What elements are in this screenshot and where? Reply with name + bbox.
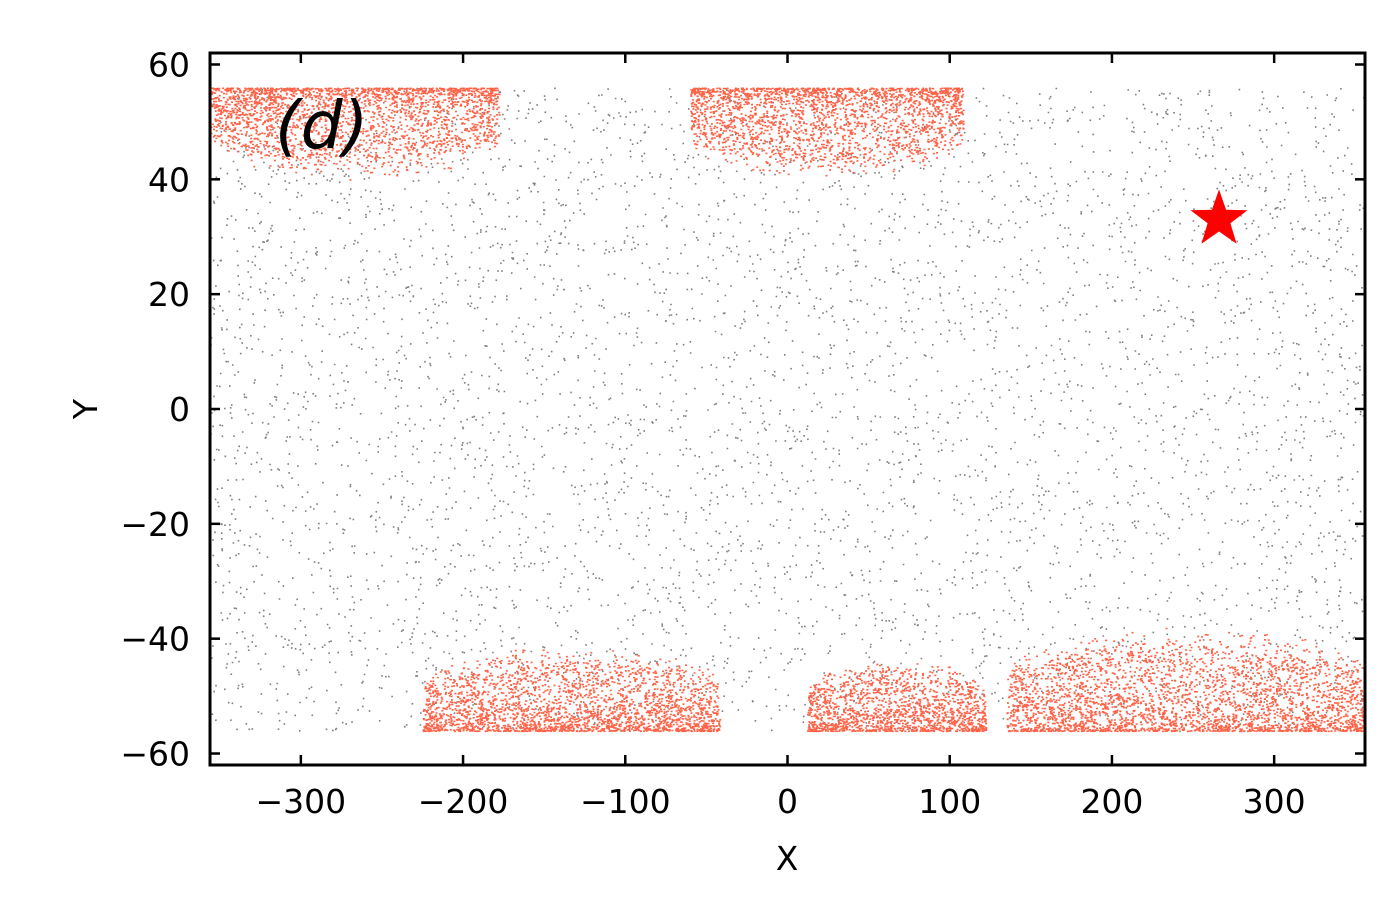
y-tick-label: 40 (148, 160, 190, 199)
data-points (210, 87, 1365, 733)
y-tick-label: −60 (120, 735, 190, 774)
star-icon (1190, 189, 1248, 244)
y-axis-label: Y (66, 398, 105, 420)
y-tick-label: −20 (120, 505, 190, 544)
panel-label: (d) (275, 87, 368, 164)
cluster-points-4 (807, 663, 988, 733)
cluster-points-5 (1006, 627, 1365, 733)
x-tick-label: −200 (418, 782, 509, 821)
axis-ticks (210, 53, 1365, 765)
y-tick-label: 20 (148, 275, 190, 314)
y-tick-label: 60 (148, 45, 190, 84)
x-tick-label: 200 (1080, 782, 1143, 821)
cluster-points-2 (690, 87, 965, 177)
star-marker (1190, 189, 1248, 244)
x-tick-label: 100 (918, 782, 981, 821)
cluster-points-3 (422, 649, 722, 733)
x-axis-label: X (776, 839, 799, 878)
y-tick-label: 0 (169, 390, 190, 429)
x-tick-label: 0 (777, 782, 798, 821)
cluster-points-1 (210, 87, 501, 181)
background-points (210, 87, 1365, 733)
x-tick-label: −100 (580, 782, 671, 821)
x-tick-label: −300 (256, 782, 347, 821)
x-tick-label: 300 (1243, 782, 1306, 821)
y-tick-label: −40 (120, 620, 190, 659)
